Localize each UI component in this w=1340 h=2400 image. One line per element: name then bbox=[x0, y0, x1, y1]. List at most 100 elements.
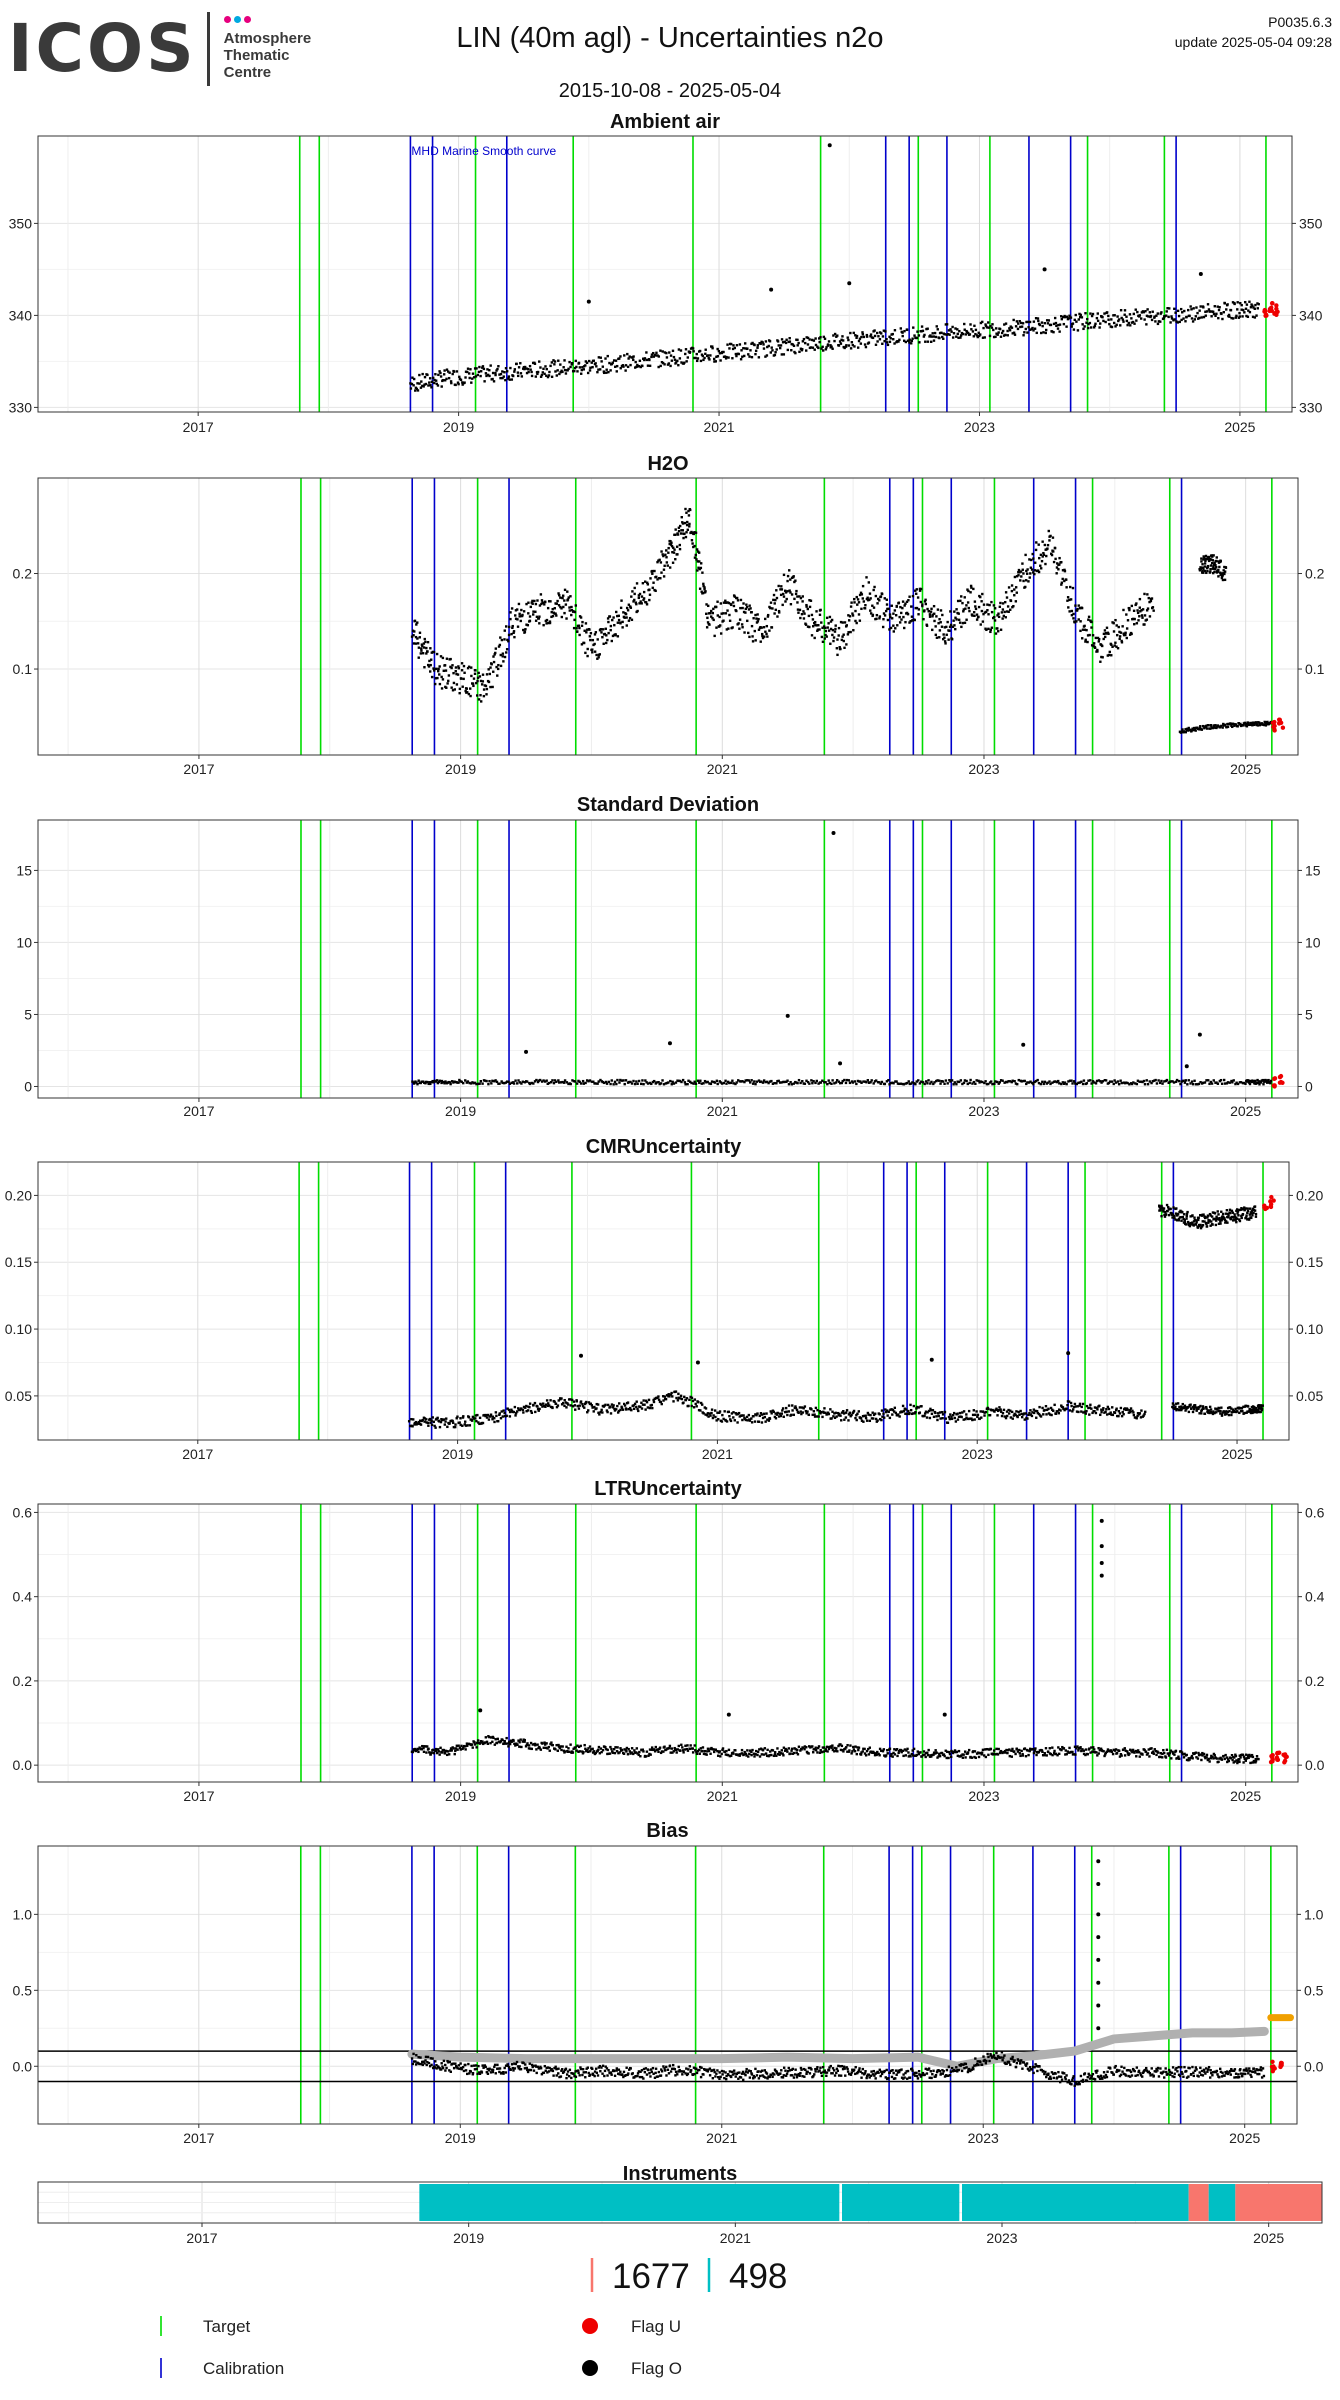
data-point bbox=[466, 1080, 470, 1083]
data-point bbox=[590, 1748, 593, 1751]
data-point bbox=[439, 1420, 443, 1424]
data-point bbox=[1204, 554, 1208, 558]
data-point bbox=[479, 1079, 482, 1083]
data-point bbox=[915, 592, 918, 595]
data-point bbox=[965, 1416, 968, 1419]
data-point bbox=[819, 608, 822, 612]
data-point bbox=[896, 624, 899, 627]
data-point bbox=[607, 631, 610, 635]
data-point bbox=[971, 1418, 974, 1422]
data-point bbox=[906, 339, 910, 342]
data-point bbox=[958, 1411, 962, 1415]
data-point bbox=[876, 597, 880, 601]
data-point bbox=[798, 608, 802, 612]
data-point bbox=[1036, 1078, 1039, 1082]
data-point bbox=[476, 1739, 480, 1742]
data-point bbox=[1071, 322, 1075, 325]
data-point bbox=[891, 332, 894, 336]
data-point bbox=[707, 356, 710, 360]
data-point bbox=[569, 595, 572, 598]
data-point bbox=[585, 631, 588, 634]
data-point bbox=[725, 1082, 728, 1085]
data-point bbox=[441, 378, 445, 382]
data-point bbox=[518, 612, 521, 616]
data-point bbox=[667, 551, 670, 554]
data-point bbox=[796, 344, 799, 347]
data-point bbox=[1130, 1082, 1134, 1086]
data-point bbox=[973, 324, 976, 328]
data-point bbox=[478, 675, 482, 678]
data-point bbox=[966, 588, 969, 591]
data-point bbox=[1010, 1410, 1014, 1414]
data-point bbox=[1251, 304, 1254, 307]
data-point bbox=[759, 342, 762, 346]
data-point bbox=[913, 618, 916, 622]
data-point bbox=[1004, 322, 1008, 325]
data-point bbox=[499, 1417, 503, 1420]
data-point bbox=[1220, 572, 1223, 575]
data-point bbox=[748, 635, 751, 639]
data-point bbox=[957, 336, 960, 340]
data-point bbox=[483, 1079, 487, 1082]
data-point bbox=[870, 1079, 873, 1082]
data-point bbox=[685, 523, 689, 527]
data-point bbox=[1013, 333, 1017, 336]
data-point bbox=[493, 1416, 496, 1420]
data-point bbox=[719, 632, 723, 635]
data-point bbox=[843, 646, 846, 650]
data-point bbox=[635, 582, 639, 585]
data-point bbox=[725, 628, 729, 631]
data-point bbox=[469, 1082, 473, 1085]
data-point bbox=[1142, 1414, 1145, 1417]
data-point bbox=[1208, 1409, 1211, 1412]
data-point bbox=[1074, 1405, 1078, 1408]
data-point bbox=[923, 333, 926, 337]
data-point bbox=[710, 1080, 714, 1083]
data-point bbox=[1194, 729, 1197, 732]
data-point bbox=[423, 1417, 427, 1420]
data-point bbox=[1210, 561, 1214, 565]
data-point bbox=[524, 1745, 528, 1748]
data-point bbox=[1029, 572, 1032, 575]
data-point bbox=[1246, 1405, 1250, 1408]
data-point bbox=[957, 1080, 961, 1084]
data-point bbox=[987, 627, 990, 631]
data-point bbox=[456, 1415, 459, 1418]
data-point bbox=[1223, 1082, 1227, 1085]
data-point bbox=[716, 1082, 719, 1086]
data-point bbox=[656, 578, 659, 581]
data-point bbox=[1049, 1406, 1053, 1410]
data-point bbox=[699, 1079, 702, 1082]
data-point bbox=[811, 346, 815, 349]
data-point bbox=[542, 367, 545, 371]
data-point bbox=[581, 1750, 584, 1753]
data-point bbox=[1244, 307, 1248, 310]
data-point bbox=[1116, 315, 1119, 318]
data-point bbox=[1134, 1082, 1137, 1085]
data-point bbox=[725, 1420, 729, 1423]
data-point bbox=[426, 663, 430, 667]
data-point bbox=[545, 622, 548, 625]
data-point bbox=[801, 600, 804, 603]
data-point bbox=[901, 1404, 905, 1408]
data-point bbox=[521, 1080, 524, 1083]
data-point bbox=[1208, 1411, 1211, 1415]
data-point bbox=[469, 694, 472, 698]
data-point bbox=[659, 1400, 662, 1404]
data-point bbox=[951, 625, 955, 629]
data-point bbox=[800, 612, 804, 616]
data-point bbox=[855, 336, 858, 340]
data-point bbox=[708, 1412, 711, 1415]
data-point bbox=[782, 595, 786, 598]
data-point bbox=[786, 348, 790, 352]
data-point bbox=[911, 1412, 915, 1415]
data-point bbox=[1039, 567, 1043, 570]
data-point bbox=[679, 349, 683, 352]
data-point bbox=[457, 1081, 460, 1084]
data-point bbox=[600, 1408, 603, 1412]
data-point bbox=[769, 1410, 772, 1413]
data-point bbox=[629, 1080, 632, 1084]
data-point bbox=[560, 615, 564, 619]
data-point bbox=[1084, 312, 1087, 315]
data-point bbox=[1091, 312, 1095, 316]
